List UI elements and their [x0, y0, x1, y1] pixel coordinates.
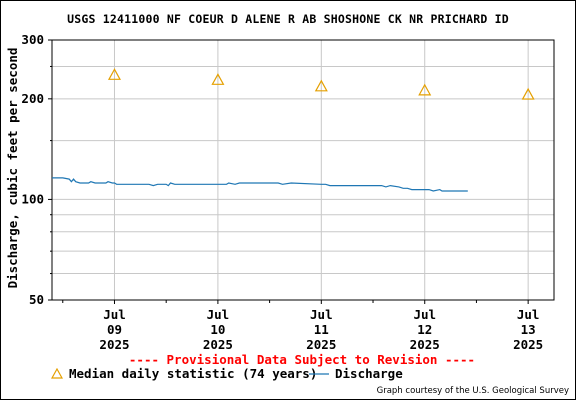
plot-border: [51, 39, 555, 301]
x-tick-label: 2025: [410, 337, 440, 352]
discharge-line: [52, 177, 468, 192]
y-tick-label: 50: [29, 292, 44, 307]
x-tick-label: 13: [521, 322, 536, 337]
median-marker: [521, 87, 535, 100]
x-tick-label: 2025: [99, 337, 129, 352]
legend-median-label: Median daily statistic (74 years): [69, 366, 318, 381]
legend-item-median: Median daily statistic (74 years): [51, 366, 317, 381]
x-tick-label: Jul: [517, 307, 540, 322]
chart-title: USGS 12411000 NF COEUR D ALENE R AB SHOS…: [67, 12, 509, 26]
triangle-icon: [51, 368, 63, 379]
line-swatch-icon: [309, 372, 329, 375]
series-layer: [52, 68, 535, 192]
x-tick-label: Jul: [310, 307, 333, 322]
x-tick-label: 2025: [306, 337, 336, 352]
x-tick-label: Jul: [103, 307, 126, 322]
tick-labels: 50100200300Jul092025Jul102025Jul112025Ju…: [5, 32, 543, 352]
median-marker: [418, 83, 432, 96]
y-tick-label: 300: [21, 32, 44, 47]
y-axis-label: Discharge, cubic feet per second: [5, 48, 20, 289]
x-tick-label: 12: [417, 322, 432, 337]
x-tick-label: 2025: [203, 337, 233, 352]
median-marker: [211, 73, 225, 85]
axes: [48, 39, 555, 304]
courtesy-note: Graph courtesy of the U.S. Geological Su…: [376, 386, 569, 396]
median-marker: [107, 68, 121, 80]
x-tick-label: Jul: [413, 307, 436, 322]
x-tick-label: 09: [107, 322, 122, 337]
provisional-notice: ---- Provisional Data Subject to Revisio…: [128, 352, 476, 367]
legend-discharge-label: Discharge: [335, 366, 403, 381]
median-marker: [314, 79, 328, 92]
x-tick-label: Jul: [207, 307, 230, 322]
grid-lines: [52, 39, 554, 301]
x-tick-label: 10: [210, 322, 225, 337]
x-tick-label: 11: [314, 322, 329, 337]
legend-item-discharge: Discharge: [309, 366, 403, 381]
y-tick-label: 200: [21, 91, 44, 106]
y-tick-label: 100: [21, 191, 44, 206]
x-tick-label: 2025: [513, 337, 543, 352]
